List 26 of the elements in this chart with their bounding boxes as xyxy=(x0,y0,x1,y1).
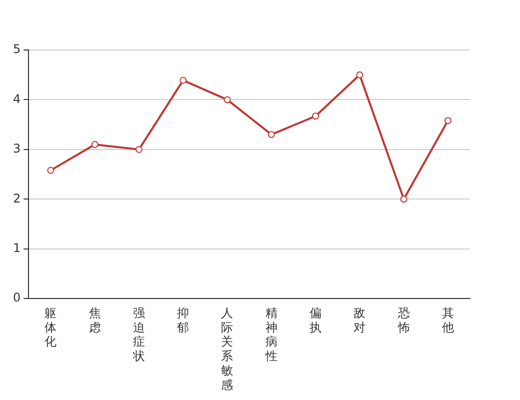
point xyxy=(224,96,231,104)
point xyxy=(400,196,408,203)
x-tick-label: 强迫症状 xyxy=(132,306,145,364)
x-tick-label: 偏执 xyxy=(310,306,322,334)
point xyxy=(312,112,320,120)
point xyxy=(444,117,452,124)
x-tick-label: 抑郁 xyxy=(177,306,190,334)
point xyxy=(268,131,275,138)
y-tick-label: 0 xyxy=(12,290,21,305)
x-tick-label: 人际关系敏感 xyxy=(221,306,234,392)
y-tick-label: 5 xyxy=(12,42,21,56)
y-tick-label: 1 xyxy=(12,241,21,256)
x-tick-label: 敌对 xyxy=(354,306,366,334)
y-tick-label: 3 xyxy=(12,142,21,156)
point xyxy=(135,146,142,153)
point xyxy=(356,71,364,78)
x-tick-label: 恐怖 xyxy=(396,306,410,334)
y-tick-label: 4 xyxy=(12,92,21,106)
point xyxy=(180,76,187,84)
point xyxy=(47,166,54,174)
x-tick-label: 其他 xyxy=(442,306,454,334)
x-tick-label: 精神病性 xyxy=(264,306,278,364)
x-tick-label: 躯体化 xyxy=(44,306,57,349)
y-tick-label: 2 xyxy=(12,191,21,206)
x-tick-label: 焦虑 xyxy=(88,306,101,334)
point xyxy=(91,140,98,148)
